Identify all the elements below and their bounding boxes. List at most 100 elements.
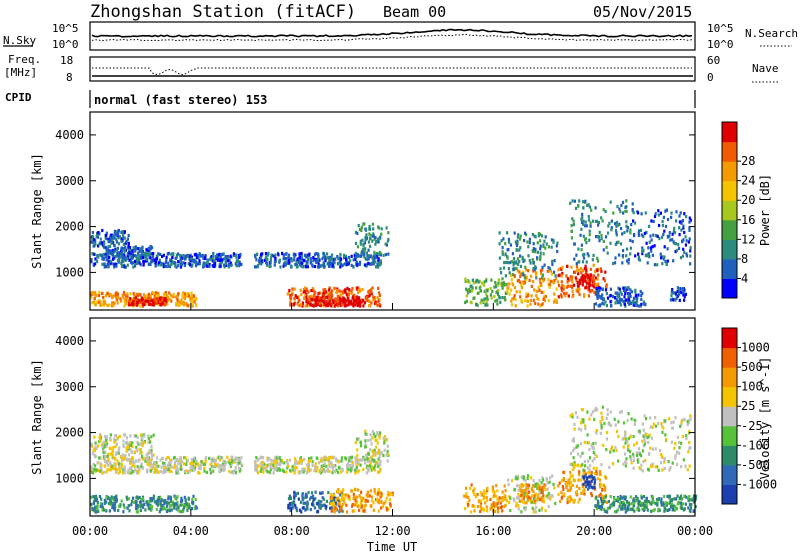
scatter-cell — [585, 224, 588, 228]
scatter-cell — [180, 496, 183, 500]
scatter-cell — [293, 258, 296, 262]
scatter-cell — [374, 265, 378, 269]
scatter-cell — [586, 441, 589, 445]
scatter-cell — [532, 489, 535, 493]
scatter-cell — [118, 258, 121, 262]
scatter-cell — [373, 487, 376, 492]
scatter-cell — [163, 264, 166, 268]
scatter-cell — [128, 467, 132, 471]
scatter-cell — [195, 506, 198, 510]
scatter-cell — [378, 455, 381, 459]
scatter-cell — [119, 466, 122, 470]
scatter-cell — [609, 423, 612, 427]
scatter-cell — [95, 468, 98, 472]
scatter-cell — [369, 233, 372, 237]
scatter-cell — [177, 292, 180, 296]
scatter-cell — [354, 503, 357, 507]
scatter-cell — [96, 231, 100, 235]
scatter-cell — [279, 265, 282, 269]
scatter-cell — [175, 471, 178, 475]
scatter-cell — [90, 296, 93, 300]
scatter-cell — [666, 259, 669, 263]
scatter-cell — [358, 469, 361, 473]
scatter-cell — [588, 480, 591, 484]
scatter-cell — [291, 287, 294, 291]
scatter-cell — [623, 230, 626, 235]
scatter-cell — [161, 254, 164, 259]
scatter-cell — [124, 245, 127, 249]
scatter-cell — [670, 215, 673, 219]
scatter-cell — [645, 505, 648, 509]
scatter-cell — [133, 259, 137, 263]
scatter-cell — [117, 260, 120, 264]
scatter-cell — [334, 470, 337, 474]
scatter-cell — [546, 481, 549, 485]
scatter-cell — [626, 226, 629, 230]
scatter-cell — [470, 284, 473, 288]
scatter-cell — [524, 265, 527, 269]
scatter-cell — [613, 296, 617, 300]
scatter-cell — [479, 504, 482, 509]
scatter-cell — [108, 235, 111, 240]
scatter-cell — [111, 454, 114, 458]
scatter-cell — [289, 506, 292, 511]
scatter-cell — [575, 262, 578, 266]
scatter-cell — [193, 294, 196, 298]
scatter-cell — [289, 303, 292, 307]
scatter-cell — [674, 242, 677, 246]
scatter-cell — [515, 290, 518, 294]
scatter-cell — [371, 429, 374, 434]
scatter-cell — [362, 243, 365, 248]
scatter-cell — [186, 508, 189, 512]
scatter-cell — [684, 292, 687, 296]
scatter-cell — [622, 211, 625, 215]
scatter-cell — [170, 508, 173, 512]
scatter-cell — [673, 226, 676, 230]
scatter-cell — [314, 301, 317, 305]
scatter-cell — [541, 487, 544, 491]
scatter-cell — [626, 506, 629, 510]
scatter-cell — [540, 481, 543, 485]
scatter-cell — [325, 303, 328, 307]
scatter-cell — [620, 501, 623, 505]
scatter-cell — [231, 459, 234, 463]
scatter-cell — [301, 492, 304, 496]
scatter-cell — [640, 496, 643, 500]
scatter-cell — [601, 288, 604, 292]
scatter-cell — [332, 455, 336, 459]
scatter-cell — [625, 508, 628, 512]
scatter-cell — [134, 434, 138, 438]
scatter-cell — [128, 246, 132, 250]
scatter-cell — [378, 436, 381, 440]
scatter-cell — [368, 232, 371, 236]
scatter-cell — [165, 299, 168, 303]
scatter-cell — [294, 493, 297, 497]
scatter-cell — [507, 478, 510, 482]
scatter-cell — [589, 283, 592, 287]
scatter-cell — [577, 204, 580, 208]
scatter-cell — [184, 456, 187, 460]
scatter-cell — [600, 483, 603, 487]
scatter-cell — [323, 296, 326, 300]
scatter-cell — [172, 261, 175, 265]
scatter-cell — [211, 256, 214, 260]
scatter-cell — [125, 446, 128, 450]
scatter-cell — [321, 295, 324, 299]
scatter-cell — [362, 252, 365, 256]
scatter-cell — [601, 301, 604, 306]
scatter-cell — [345, 263, 348, 267]
scatter-cell — [599, 303, 602, 307]
scatter-cell — [615, 241, 618, 245]
scatter-cell — [175, 469, 178, 473]
scatter-cell — [200, 254, 203, 258]
scatter-cell — [214, 459, 217, 463]
scatter-cell — [586, 483, 590, 487]
scatter-cell — [150, 298, 153, 303]
scatter-cell — [109, 293, 112, 297]
scatter-cell — [534, 482, 538, 486]
scatter-cell — [331, 456, 334, 460]
scatter-cell — [365, 499, 368, 503]
scatter-cell — [101, 506, 104, 510]
scatter-cell — [278, 463, 282, 467]
scatter-cell — [615, 498, 618, 502]
